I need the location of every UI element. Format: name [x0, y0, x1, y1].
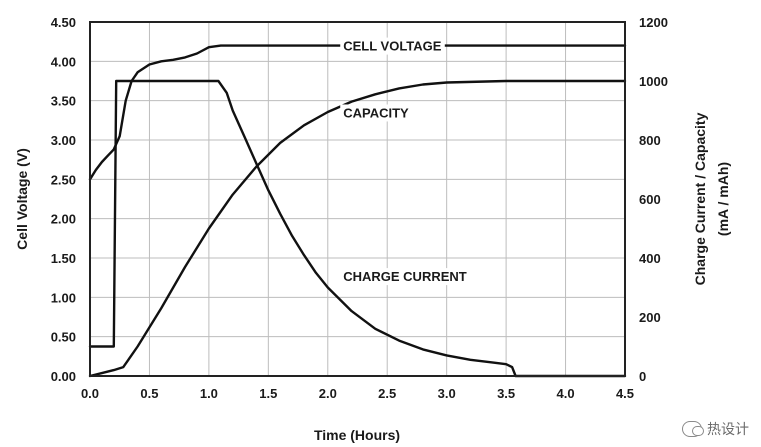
left-y-tick-label: 1.50	[51, 251, 76, 266]
charge-current-curve	[88, 79, 627, 378]
watermark-text: 热设计	[707, 422, 749, 438]
x-tick-label: 4.5	[616, 386, 634, 401]
x-axis-ticks: 0.0 0.5 1.0 1.5 2.0 2.5 3.0 3.5 4.0 4.5	[81, 386, 634, 401]
right-y-tick-label: 1200	[639, 15, 668, 30]
plot-frame	[89, 21, 626, 377]
x-tick-label: 1.0	[200, 386, 218, 401]
left-y-tick-label: 2.50	[51, 172, 76, 187]
x-tick-label: 2.0	[319, 386, 337, 401]
right-y-axis-title-line-1: Charge Current / Capacity	[692, 112, 708, 285]
left-y-tick-label: 4.50	[51, 15, 76, 30]
left-y-axis-ticks: 0.00 0.50 1.00 1.50 2.00 2.50 3.00 3.50 4.00 4.50	[51, 15, 76, 384]
x-tick-label: 0.5	[140, 386, 158, 401]
left-y-tick-label: 2.00	[51, 212, 76, 227]
left-y-tick-label: 4.00	[51, 54, 76, 69]
x-tick-label: 3.5	[497, 386, 515, 401]
right-y-tick-label: 200	[639, 310, 661, 325]
right-y-tick-label: 0	[639, 369, 646, 384]
x-tick-label: 2.5	[378, 386, 396, 401]
right-y-tick-label: 600	[639, 192, 661, 207]
left-y-tick-label: 1.00	[51, 290, 76, 305]
cell-voltage-label-background	[340, 37, 445, 55]
x-axis-title: Time (Hours)	[314, 427, 400, 443]
right-y-axis-title-line-2: (mA / mAh)	[715, 162, 731, 236]
grid	[90, 22, 625, 376]
left-y-tick-label: 0.00	[51, 369, 76, 384]
series-labels: CELL VOLTAGE CAPACITY CHARGE CURRENT	[340, 37, 470, 286]
right-y-tick-label: 1000	[639, 74, 668, 89]
cell-voltage-curve	[88, 44, 627, 181]
x-tick-label: 3.0	[438, 386, 456, 401]
left-y-axis-title: Cell Voltage (V)	[14, 148, 30, 250]
curves	[88, 44, 627, 378]
x-tick-label: 1.5	[259, 386, 277, 401]
left-y-tick-label: 3.50	[51, 94, 76, 109]
right-y-tick-label: 800	[639, 133, 661, 148]
x-tick-label: 0.0	[81, 386, 99, 401]
right-y-axis-ticks: 0 200 400 600 800 1000 1200	[639, 15, 668, 384]
watermark: 热设计	[682, 419, 749, 439]
wechat-icon	[682, 421, 704, 437]
left-y-tick-label: 3.00	[51, 133, 76, 148]
capacity-label-background	[340, 104, 413, 122]
left-y-tick-label: 0.50	[51, 330, 76, 345]
capacity-label: CAPACITY	[343, 105, 409, 120]
capacity-curve	[88, 79, 627, 378]
cell-voltage-label: CELL VOLTAGE	[343, 39, 442, 54]
charge-current-label: CHARGE CURRENT	[343, 269, 467, 284]
charge-current-label-background	[340, 268, 470, 286]
x-tick-label: 4.0	[557, 386, 575, 401]
right-y-tick-label: 400	[639, 251, 661, 266]
